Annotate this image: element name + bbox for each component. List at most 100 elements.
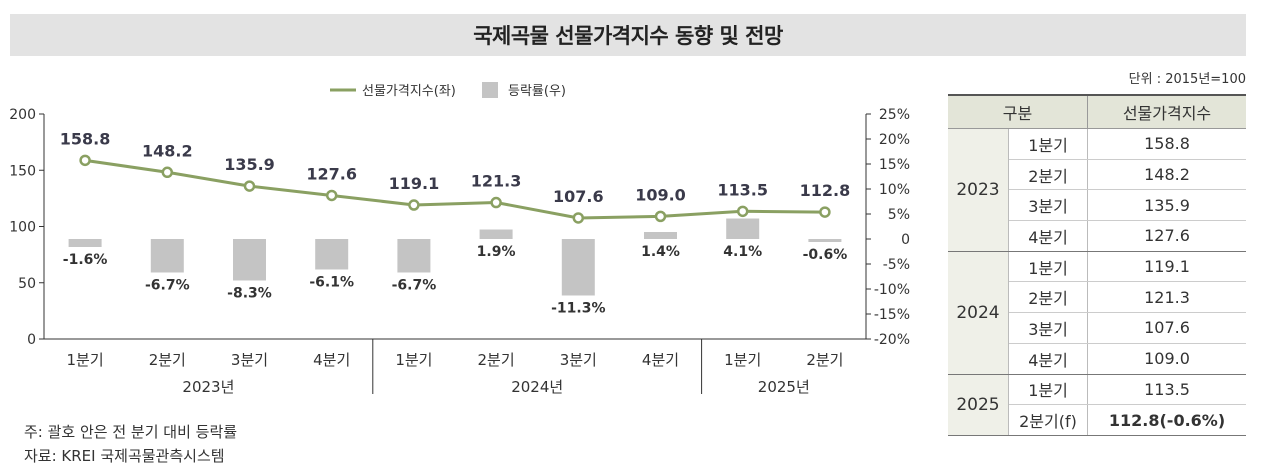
legend-bar-swatch xyxy=(482,82,498,98)
table-value-cell: 112.8(-0.6%) xyxy=(1087,404,1246,436)
unit-label: 단위 : 2015년=100 xyxy=(1128,72,1246,87)
line-data-label: 121.3 xyxy=(471,172,522,191)
y-left-tick-label: 50 xyxy=(18,276,36,292)
table-quarter-cell: 3분기 xyxy=(1008,312,1088,344)
table-row: 2025 1분기 113.5 xyxy=(948,374,1246,436)
bar-data-label: -1.6% xyxy=(63,252,108,268)
line-point xyxy=(79,154,91,167)
line-data-label: 158.8 xyxy=(60,129,111,148)
table-quarter-cell: 2분기 xyxy=(1008,281,1088,314)
table-year-cell: 2025 xyxy=(948,374,1009,436)
table-row: 2023 1분기 158.8 xyxy=(948,128,1246,252)
line-data-label: 135.9 xyxy=(224,155,275,174)
table-quarter-cell: 2분기(f) xyxy=(1008,404,1088,436)
table-header-row: 구분 선물가격지수 xyxy=(948,94,1246,129)
line-point xyxy=(161,166,174,179)
footnotes: 주: 괄호 안은 전 분기 대비 등락률 자료: KREI 국제곡물관측시스템 xyxy=(24,420,237,468)
line-data-label: 109.0 xyxy=(635,185,686,204)
line-point xyxy=(243,180,256,192)
table-header-index: 선물가격지수 xyxy=(1087,94,1246,129)
line-data-label: 127.6 xyxy=(306,164,357,183)
table-value-cell: 127.6 xyxy=(1087,220,1246,252)
table-row: 2분기(f) 112.8(-0.6%) xyxy=(948,404,1246,436)
table-quarter-cell: 1분기 xyxy=(1008,128,1088,160)
bar xyxy=(479,229,513,239)
bar-data-label: 4.1% xyxy=(723,244,762,260)
y-right-tick-label: 10% xyxy=(879,182,910,198)
table-quarter-cell: 3분기 xyxy=(1008,189,1088,222)
bar xyxy=(726,218,760,239)
x-group-label: 2023년 xyxy=(182,378,234,396)
y-right-tick-label: -5% xyxy=(883,257,910,273)
bar-data-label: -6.1% xyxy=(309,275,354,291)
table-row: 2분기 121.3 xyxy=(948,281,1246,314)
bar-data-label: -8.3% xyxy=(227,286,272,302)
y-right-tick-label: 0 xyxy=(901,232,910,248)
table-value-cell: 109.0 xyxy=(1087,343,1246,375)
line-point xyxy=(654,210,667,223)
x-tick-label: 2분기 xyxy=(806,351,843,369)
table-year-cell: 2024 xyxy=(948,251,1009,375)
y-right-tick-label: 20% xyxy=(879,132,910,148)
line-data-label: 107.6 xyxy=(553,187,604,206)
x-tick-label: 2분기 xyxy=(149,351,186,369)
x-tick-label: 1분기 xyxy=(67,351,104,369)
table-body: 2023 1분기 158.8 2분기 148.2 3분기 135.9 4분기 127.6 2024… xyxy=(948,128,1246,436)
bar xyxy=(644,232,677,239)
index-table: 구분 선물가격지수 2023 1분기 158.8 2분기 148.2 3분기 135.9 4분… xyxy=(948,94,1246,436)
line-data-label: 113.5 xyxy=(717,180,768,199)
x-tick-label: 1분기 xyxy=(724,351,761,369)
line-data-label: 112.8 xyxy=(800,181,851,200)
bar xyxy=(561,239,595,296)
table-quarter-cell: 4분기 xyxy=(1008,220,1088,252)
bar-data-label: -6.7% xyxy=(145,278,190,294)
table-quarter-cell: 1분기 xyxy=(1008,374,1088,406)
bar xyxy=(315,239,349,270)
table-value-cell: 107.6 xyxy=(1087,312,1246,344)
table-header-category: 구분 xyxy=(948,94,1088,129)
note-text: 주: 괄호 안은 전 분기 대비 등락률 xyxy=(24,423,238,441)
x-tick-label: 4분기 xyxy=(313,351,350,369)
table-quarter-cell: 4분기 xyxy=(1008,343,1088,375)
table-value-cell: 148.2 xyxy=(1087,159,1246,191)
y-left-tick-label: 200 xyxy=(9,107,36,123)
y-right-tick-label: -10% xyxy=(874,282,910,298)
x-tick-label: 1분기 xyxy=(395,351,432,369)
table-row: 2024 1분기 119.1 xyxy=(948,251,1246,375)
bar xyxy=(233,239,266,281)
y-right-tick-label: 15% xyxy=(879,157,910,173)
table-value-cell: 158.8 xyxy=(1087,128,1246,160)
combo-chart: 0 50 100 150 200 -20% -15% -10% -5% 0 5% 10% 15% 20% 2… xyxy=(9,82,910,396)
table-value-cell: 135.9 xyxy=(1087,189,1246,222)
x-tick-label: 3분기 xyxy=(231,351,268,369)
y-left-tick-label: 150 xyxy=(9,163,36,179)
bar-data-label: -11.3% xyxy=(551,301,605,317)
line-point xyxy=(736,205,749,218)
bar xyxy=(150,239,184,273)
x-group-label: 2024년 xyxy=(511,378,563,396)
page-title: 국제곡물 선물가격지수 동향 및 전망 xyxy=(10,14,1246,56)
line-data-label: 119.1 xyxy=(389,174,440,193)
y-right-tick-label: -20% xyxy=(874,332,910,348)
legend-bar-label: 등락률(우) xyxy=(508,84,566,99)
line-point xyxy=(572,212,585,224)
table-value-cell: 121.3 xyxy=(1087,281,1246,314)
bar-data-label: 1.9% xyxy=(477,244,516,260)
line-data-label: 148.2 xyxy=(142,141,193,160)
line-point xyxy=(490,196,502,209)
table-row: 4분기 109.0 xyxy=(948,343,1246,375)
bar xyxy=(397,239,431,273)
y-right-tick-label: 25% xyxy=(879,107,910,123)
line-point xyxy=(408,199,420,211)
y-right-tick-label: -15% xyxy=(874,307,910,323)
table-value-cell: 113.5 xyxy=(1087,374,1246,406)
y-left-tick-label: 0 xyxy=(27,332,36,348)
bar-data-label: 1.4% xyxy=(641,244,680,260)
source-text: 자료: KREI 국제곡물관측시스템 xyxy=(24,447,225,465)
line-series xyxy=(84,158,825,220)
legend-line-label: 선물가격지수(좌) xyxy=(362,84,456,99)
bar-data-label: -0.6% xyxy=(803,247,848,263)
table-year-cell: 2023 xyxy=(948,128,1009,252)
table-row: 3분기 135.9 xyxy=(948,189,1246,222)
table-quarter-cell: 1분기 xyxy=(1008,251,1088,283)
